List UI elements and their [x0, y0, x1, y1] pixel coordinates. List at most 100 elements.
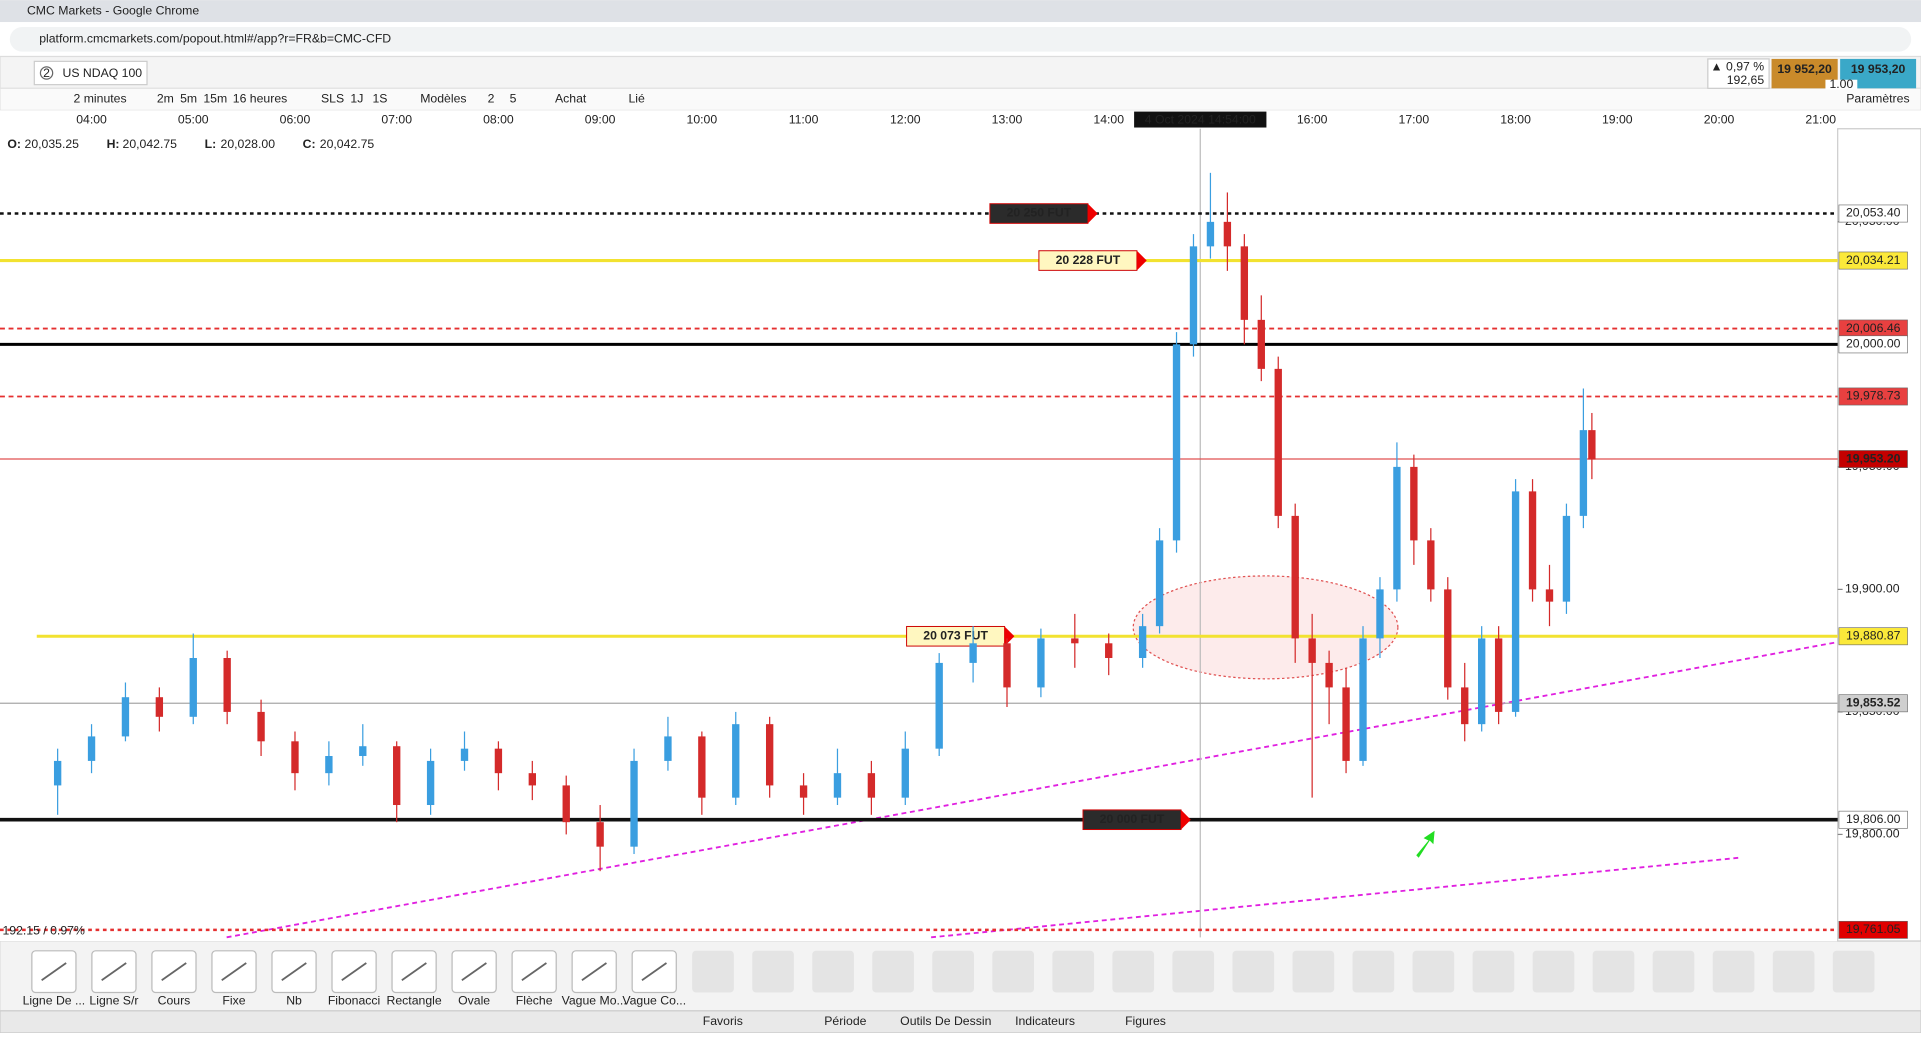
- change-label: 192.15 / 0.97%: [2, 923, 85, 937]
- tool-slot[interactable]: [1172, 950, 1215, 993]
- bottom-tab[interactable]: Figures: [1125, 1014, 1166, 1028]
- level-label-box: [1838, 920, 1908, 939]
- tool-slot[interactable]: [1052, 950, 1095, 993]
- candle-body: [799, 785, 808, 798]
- quick-interval[interactable]: 5m: [180, 92, 197, 106]
- ohlc-label: O:: [7, 137, 21, 151]
- range[interactable]: 16 heures: [233, 92, 288, 106]
- tool-slot[interactable]: [992, 950, 1035, 993]
- level-label: 19,853.52: [1846, 696, 1901, 710]
- instrument-tab[interactable]: [33, 60, 148, 86]
- x-tick-label: 19:00: [1602, 112, 1633, 126]
- crosshair-label: 4 Oct 2024 14:54:00: [1145, 112, 1256, 126]
- candle-body: [1528, 491, 1537, 590]
- tool-label: Fixe: [222, 993, 245, 1007]
- tool-slot[interactable]: [1472, 950, 1515, 993]
- candle-body: [223, 658, 231, 712]
- tool-slot[interactable]: [1772, 950, 1815, 993]
- tool-slot[interactable]: [1592, 950, 1635, 993]
- tool-slot[interactable]: [692, 950, 734, 993]
- tool-slot[interactable]: [812, 950, 854, 993]
- candle-body: [1071, 638, 1079, 644]
- candle-body: [460, 748, 469, 761]
- bottom-tab[interactable]: Outils De Dessin: [900, 1014, 991, 1028]
- tool-slot[interactable]: [1712, 950, 1755, 993]
- quick-interval[interactable]: 15m: [203, 92, 227, 106]
- quick-interval[interactable]: 2m: [157, 92, 174, 106]
- number-button[interactable]: 5: [510, 92, 517, 106]
- view-button[interactable]: SLS: [321, 92, 344, 106]
- tool-slot[interactable]: [1412, 950, 1455, 993]
- interval[interactable]: 2 minutes: [74, 92, 127, 106]
- tool-slot[interactable]: [1352, 950, 1395, 993]
- candle-body: [1562, 515, 1571, 602]
- tool-label: Fibonacci: [328, 993, 380, 1007]
- arrow-drawing: [1416, 830, 1435, 858]
- level-label: 19,880.87: [1846, 629, 1901, 643]
- tool-icon: [281, 962, 307, 981]
- tool-slot[interactable]: [752, 950, 794, 993]
- link[interactable]: Lié: [628, 92, 645, 106]
- size: 1.00: [1829, 77, 1853, 91]
- tab-badge: [39, 66, 54, 80]
- level-tag-text: 20 000 FUT: [1100, 812, 1165, 826]
- level-tag-arrow: [1136, 250, 1147, 271]
- tool-slot[interactable]: [1652, 950, 1695, 993]
- number-button[interactable]: 2: [488, 92, 495, 106]
- candle-body: [596, 822, 604, 847]
- tool-icon: [341, 962, 367, 981]
- view-button[interactable]: 1J: [350, 92, 363, 106]
- level-tag-text: 20 250 FUT: [1007, 206, 1072, 220]
- buy-price[interactable]: 19 953,20: [1851, 62, 1906, 76]
- level-label-box: [1838, 251, 1908, 270]
- bottom-tab[interactable]: Période: [824, 1014, 866, 1028]
- settings[interactable]: Paramètres: [1846, 92, 1909, 106]
- change: 192,65: [1727, 73, 1765, 87]
- view-button[interactable]: 1S: [372, 92, 387, 106]
- level-label-box: [1838, 810, 1908, 829]
- url-field[interactable]: [9, 27, 1912, 52]
- x-tick-label: 09:00: [585, 112, 616, 126]
- candle-body: [1579, 430, 1588, 516]
- x-tick-label: 07:00: [381, 112, 412, 126]
- bottom-tab[interactable]: Indicateurs: [1015, 1014, 1075, 1028]
- candle-body: [935, 662, 943, 749]
- sell-price[interactable]: 19 952,20: [1777, 62, 1832, 76]
- tool-slot[interactable]: [1112, 950, 1155, 993]
- candle-body: [1138, 626, 1147, 659]
- buy-mode[interactable]: Achat: [555, 92, 587, 106]
- tool-slot[interactable]: [932, 950, 974, 993]
- instrument-bar: [0, 55, 1921, 89]
- candle-body: [1461, 687, 1469, 725]
- candle-body: [1189, 246, 1198, 345]
- level-label: 20,000.00: [1846, 337, 1901, 351]
- candle-body: [630, 760, 638, 847]
- tool-icon: [221, 962, 247, 981]
- tool-slot[interactable]: [872, 950, 914, 993]
- tool-slot[interactable]: [1532, 950, 1575, 993]
- y-tick-label: 19,900.00: [1845, 582, 1900, 596]
- crosshair-label-box: [1134, 111, 1267, 128]
- tool-icon: [581, 962, 607, 981]
- x-tick-label: 10:00: [687, 112, 718, 126]
- level-label: 19,806.00: [1846, 812, 1901, 826]
- candle-body: [1155, 540, 1164, 627]
- tool-slot[interactable]: [1292, 950, 1335, 993]
- candle-body: [1444, 589, 1452, 688]
- templates[interactable]: Modèles: [420, 92, 466, 106]
- tool-label: Cours: [158, 993, 191, 1007]
- tool-slot[interactable]: [1832, 950, 1875, 993]
- level-label: 20,053.40: [1846, 206, 1901, 220]
- x-tick-label: 14:00: [1093, 112, 1124, 126]
- ohlc-value: 20,035.25: [25, 137, 80, 151]
- bottom-tab[interactable]: Favoris: [703, 1014, 743, 1028]
- ohlc-value: 20,028.00: [221, 137, 276, 151]
- tool-slot[interactable]: [1232, 950, 1275, 993]
- level-label-box: [1838, 387, 1908, 406]
- candle-body: [155, 697, 164, 717]
- level-label-box: [1838, 694, 1908, 713]
- candle-body: [121, 697, 130, 737]
- x-tick-label: 12:00: [890, 112, 921, 126]
- level-label-box: [1838, 335, 1908, 354]
- tool-icon: [101, 962, 127, 981]
